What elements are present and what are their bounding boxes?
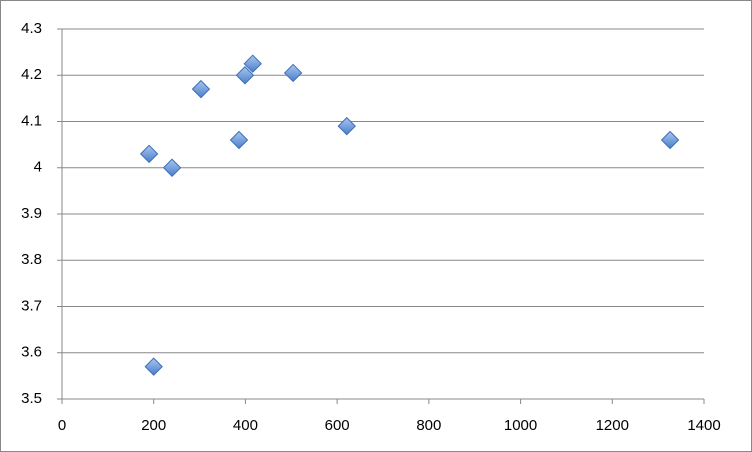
point xyxy=(162,158,182,177)
x-tick-label: 800 xyxy=(416,417,441,434)
x-tick-label: 200 xyxy=(141,417,166,434)
y-tick-label: 4.1 xyxy=(21,112,42,129)
point xyxy=(191,79,211,99)
point xyxy=(283,63,303,83)
point xyxy=(139,144,159,164)
y-tick-label: 4.3 xyxy=(21,20,42,37)
y-tick-label: 3.8 xyxy=(21,251,42,268)
x-tick-label: 1200 xyxy=(596,417,629,434)
y-tick-label: 4 xyxy=(34,159,42,176)
x-tick-label: 600 xyxy=(325,417,350,434)
y-tick-label: 3.9 xyxy=(21,205,42,222)
y-tick-label: 3.6 xyxy=(21,344,42,361)
point xyxy=(660,130,680,150)
x-tick-label: 1400 xyxy=(687,417,720,434)
point xyxy=(337,116,356,136)
point xyxy=(243,54,262,73)
point xyxy=(144,357,163,376)
y-tick-label: 3.5 xyxy=(21,390,42,407)
point xyxy=(229,130,249,150)
x-tick-label: 1000 xyxy=(504,417,537,434)
y-tick-label: 4.2 xyxy=(21,66,42,83)
y-tick-label: 3.7 xyxy=(21,297,42,314)
x-tick-label: 400 xyxy=(233,417,258,434)
x-tick-label: 0 xyxy=(58,417,66,434)
point xyxy=(235,66,255,85)
